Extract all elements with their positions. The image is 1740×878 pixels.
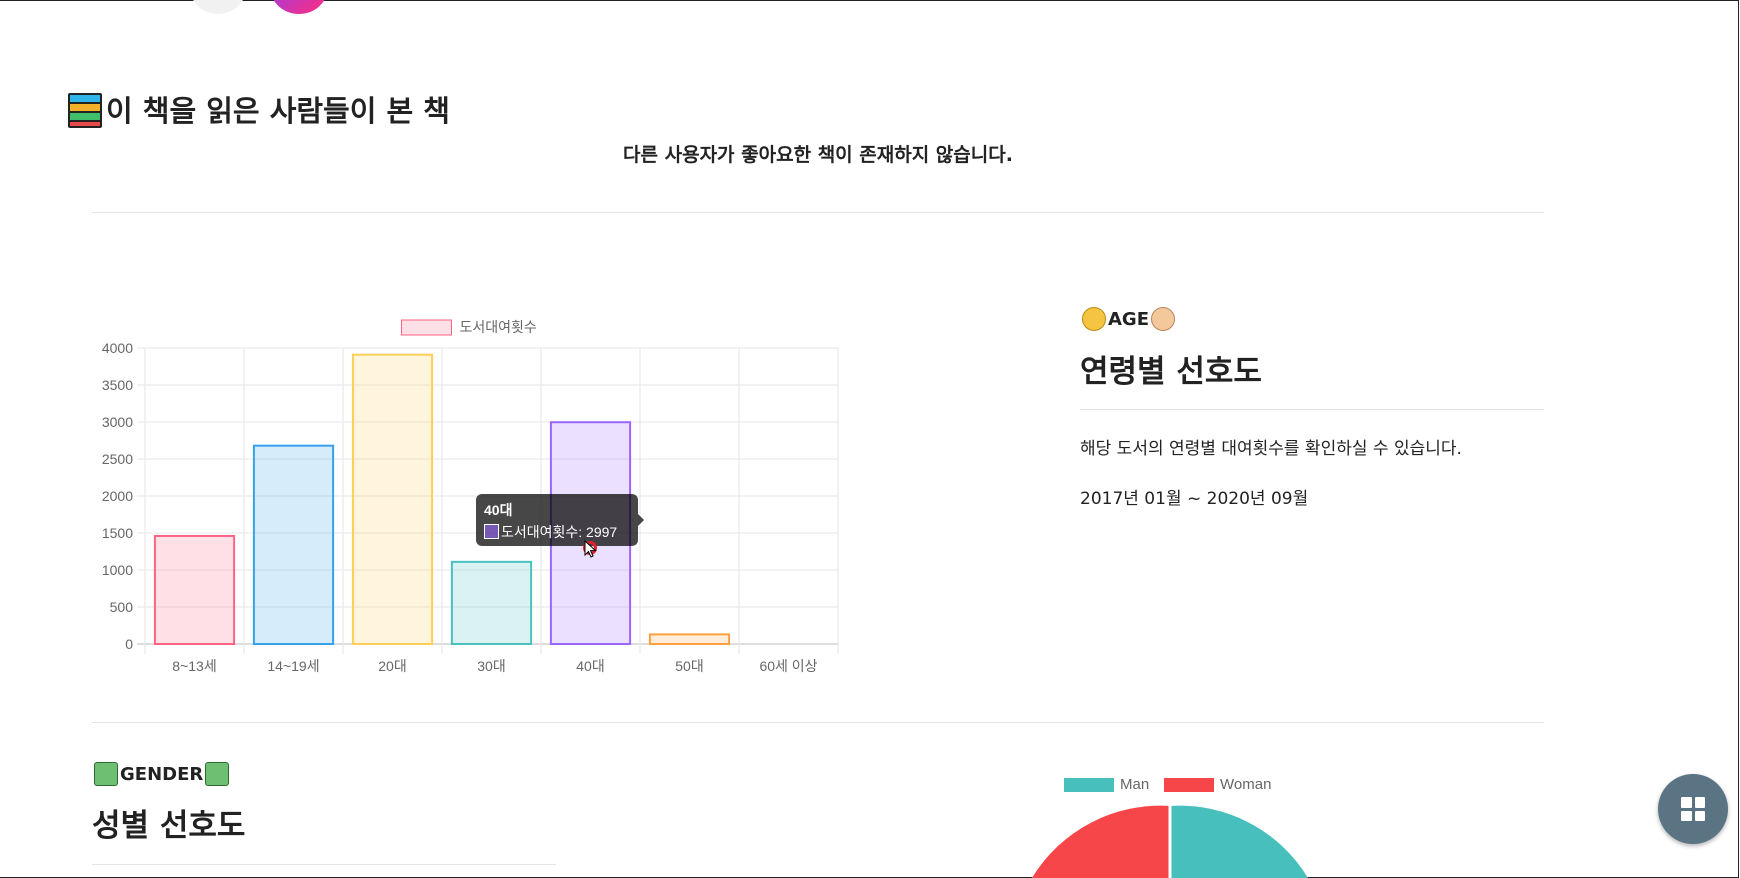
tooltip-label: 도서대여횟수: 2997 (501, 524, 618, 540)
bar (351, 353, 434, 645)
divider (1080, 409, 1544, 410)
y-tick-label: 4000 (102, 340, 133, 356)
y-tick-label: 1000 (102, 562, 133, 578)
related-books-title-text: 이 책을 읽은 사람들이 본 책 (106, 94, 450, 128)
y-tick-label: 3500 (102, 377, 133, 393)
empty-message: 다른 사용자가 좋아요한 책이 존재하지 않습니다. (623, 144, 1013, 166)
pie-legend-woman[interactable]: Woman (1164, 776, 1271, 793)
age-period: 2017년 01월 ~ 2020년 09월 (1080, 489, 1309, 509)
mouse-cursor-icon (584, 540, 597, 558)
woman-swatch (1164, 777, 1214, 792)
gender-tagline: GENDER (94, 762, 230, 786)
y-tick-label: 0 (125, 636, 133, 652)
y-tick-label: 3000 (102, 414, 133, 430)
age-bar-chart: 0 500 1000 1500 2000 2500 3000 3500 4000 8~13세 14~… (80, 300, 850, 690)
legend-swatch (401, 319, 452, 336)
tooltip-title: 40대 (484, 502, 513, 518)
pie-legend-man[interactable]: Man (1064, 776, 1149, 793)
tooltip-swatch (484, 524, 499, 539)
y-tick-label: 1500 (102, 525, 133, 541)
y-tick-label: 2500 (102, 451, 133, 467)
divider (92, 212, 1544, 213)
man-swatch (1064, 777, 1114, 792)
age-description: 해당 도서의 연령별 대여횟수를 확인하실 수 있습니다. (1080, 439, 1462, 459)
person-icon (205, 762, 230, 786)
related-books-title: 이 책을 읽은 사람들이 본 책 (66, 88, 450, 130)
divider (92, 722, 1544, 723)
y-tick-label: 500 (110, 599, 134, 615)
x-tick-label: 20대 (378, 658, 406, 674)
x-tick-label: 8~13세 (172, 658, 216, 674)
woman-label: Woman (1220, 776, 1272, 793)
gender-pie-chart (1032, 805, 1308, 878)
x-tick-label: 50대 (675, 658, 703, 674)
x-tick-label: 14~19세 (267, 658, 319, 674)
x-tick-label: 30대 (477, 658, 505, 674)
bar (648, 633, 731, 646)
man-label: Man (1120, 776, 1150, 793)
age-heading: 연령별 선호도 (1080, 354, 1262, 390)
gender-tag-text: GENDER (120, 763, 204, 785)
age-tag-text: AGE (1108, 308, 1150, 330)
y-tick-label: 2000 (102, 488, 133, 504)
books-icon (66, 91, 102, 128)
old-face-icon (1151, 307, 1176, 331)
person-icon (94, 762, 118, 786)
grid-menu-button[interactable] (1658, 774, 1728, 844)
x-tick-label: 40대 (576, 658, 604, 674)
x-tick-label: 60세 이상 (759, 658, 817, 674)
bar (252, 444, 335, 645)
child-face-icon (1082, 307, 1106, 331)
grid-menu-icon (1681, 797, 1705, 821)
pie-slice-woman[interactable] (1032, 805, 1170, 878)
pie-slice-man[interactable] (1170, 805, 1308, 878)
bar (153, 534, 236, 646)
divider (92, 864, 556, 865)
avatar[interactable] (190, 0, 246, 14)
avatar[interactable] (270, 0, 328, 14)
bar-chart-svg: 0 500 1000 1500 2000 2500 3000 3500 4000 8~13세 14~… (102, 319, 839, 674)
gender-heading: 성별 선호도 (92, 808, 246, 844)
chart-tooltip: 40대 도서대여횟수: 2997 (476, 494, 644, 546)
bar (450, 560, 533, 645)
legend-label: 도서대여횟수 (460, 319, 537, 335)
age-tagline: AGE (1082, 307, 1176, 331)
